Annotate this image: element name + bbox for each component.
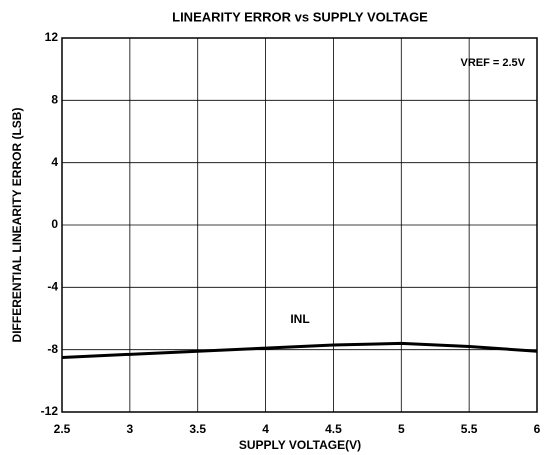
y-tick-label: -12 bbox=[41, 404, 59, 418]
x-tick-label: 3 bbox=[127, 422, 134, 436]
y-tick-label: 0 bbox=[51, 217, 58, 231]
x-tick-label: 3.5 bbox=[189, 422, 206, 436]
chart-title: LINEARITY ERROR vs SUPPLY VOLTAGE bbox=[172, 9, 428, 24]
data-line bbox=[61, 341, 538, 359]
x-tick-label: 4 bbox=[262, 422, 269, 436]
x-tick-label: 2.5 bbox=[54, 422, 71, 436]
y-tick-label: 8 bbox=[51, 93, 58, 107]
annotation: INL bbox=[290, 312, 309, 326]
x-tick-label: 5 bbox=[398, 422, 405, 436]
x-tick-label: 6 bbox=[534, 422, 541, 436]
y-axis-label: DIFFERENTIAL LINEARITY ERROR (LSB) bbox=[10, 108, 24, 343]
annotation: VREF = 2.5V bbox=[460, 57, 525, 69]
x-axis-label: SUPPLY VOLTAGE(V) bbox=[239, 438, 361, 452]
x-tick-label: 4.5 bbox=[325, 422, 342, 436]
y-tick-label: -4 bbox=[47, 280, 58, 294]
x-tick-label: 5.5 bbox=[461, 422, 478, 436]
y-tick-label: -8 bbox=[47, 342, 58, 356]
y-tick-label: 12 bbox=[45, 30, 59, 44]
y-tick-label: 4 bbox=[51, 155, 58, 169]
